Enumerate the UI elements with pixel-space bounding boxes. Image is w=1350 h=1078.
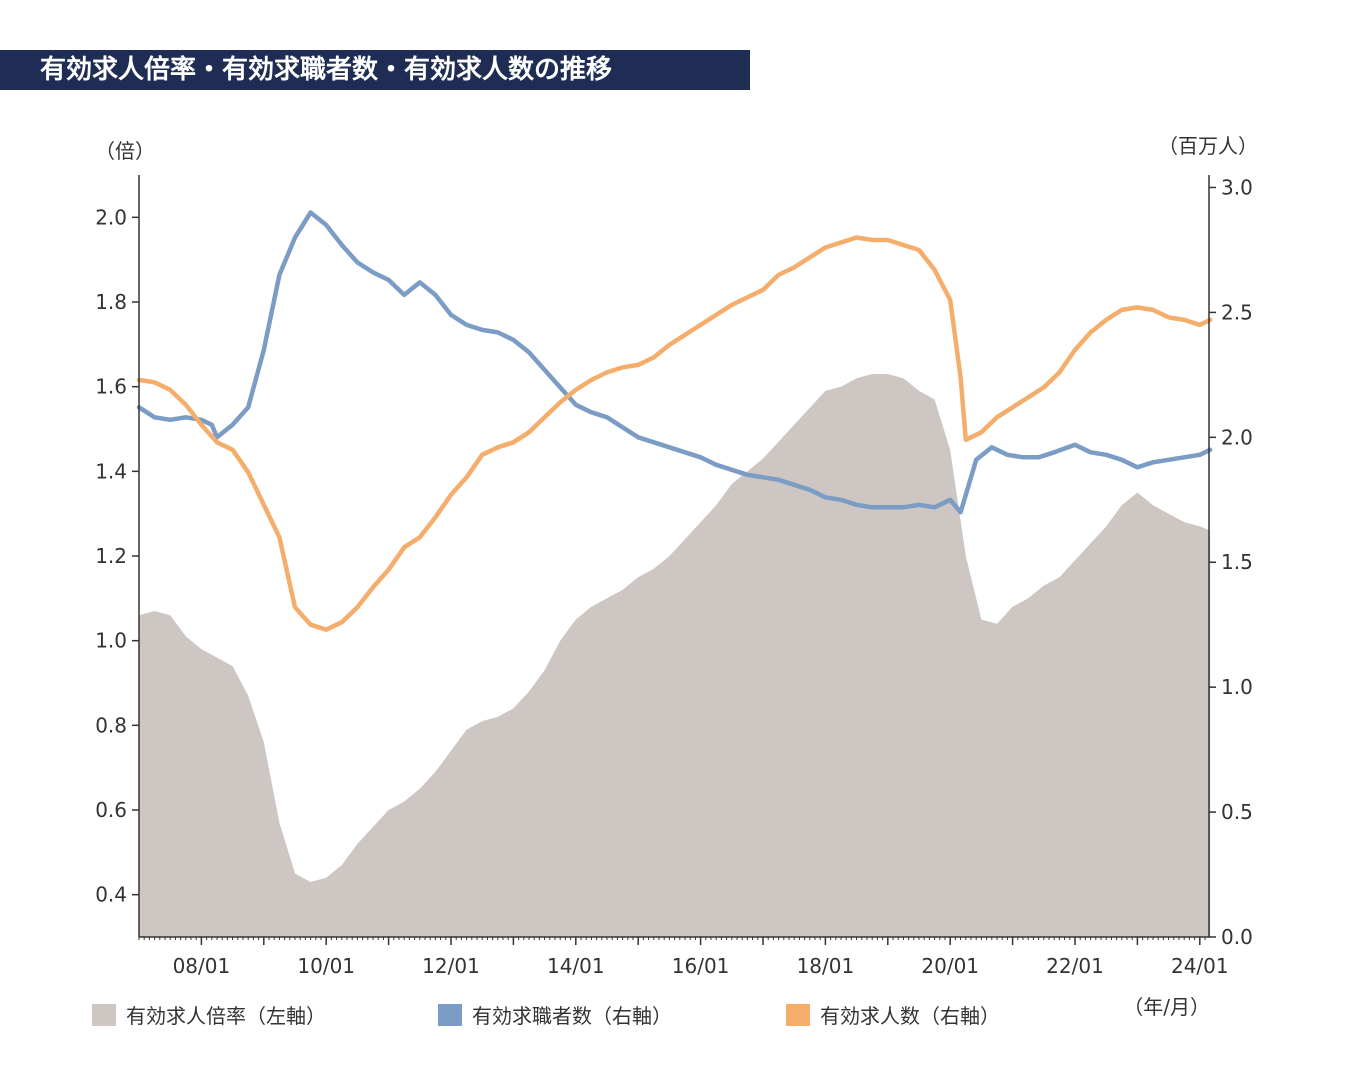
series-line-job-openings: [136, 235, 1213, 632]
right-tick-label: 0.5: [1221, 800, 1253, 824]
right-tick-label: 1.0: [1221, 675, 1253, 699]
labels-layer: 0.4 0.6 0.8 1.0 1.2 1.4 1.6 1.8 2.0 0.0 0.5 1.0 1.5 2…: [95, 134, 1258, 1019]
series-line-layer: [136, 210, 1213, 632]
left-axis-unit: （倍）: [95, 139, 155, 163]
ratio-area-layer: [139, 374, 1211, 937]
left-tick-label: 1.4: [95, 459, 127, 483]
legend-label: 有効求人倍率（左軸）: [126, 1004, 326, 1028]
x-tick-label: 18/01: [797, 954, 855, 978]
x-tick-label: 22/01: [1046, 954, 1104, 978]
left-tick-label: 1.6: [95, 375, 127, 399]
x-tick-label: 12/01: [422, 954, 480, 978]
left-tick-label: 1.2: [95, 544, 127, 568]
legend-swatch: [92, 1004, 116, 1026]
series-line-job-seekers: [136, 210, 1213, 515]
x-axis-unit: （年/月）: [1123, 995, 1210, 1019]
x-tick-label: 08/01: [173, 954, 231, 978]
right-tick-label: 2.5: [1221, 300, 1253, 324]
right-tick-label: 3.0: [1221, 175, 1253, 199]
left-tick-label: 0.8: [95, 713, 127, 737]
left-tick-label: 0.4: [95, 883, 127, 907]
left-tick-label: 1.0: [95, 629, 127, 653]
left-tick-label: 2.0: [95, 205, 127, 229]
right-tick-label: 2.0: [1221, 425, 1253, 449]
x-tick-label: 24/01: [1171, 954, 1229, 978]
legend: 有効求人倍率（左軸） 有効求職者数（右軸） 有効求人数（右軸）: [92, 1004, 1000, 1028]
series-area-ratio: [139, 374, 1211, 937]
right-tick-label: 0.0: [1221, 925, 1253, 949]
x-tick-label: 14/01: [547, 954, 605, 978]
legend-swatch: [438, 1004, 462, 1026]
x-tick-label: 10/01: [297, 954, 355, 978]
x-tick-label: 20/01: [921, 954, 979, 978]
axes-layer: [132, 175, 1216, 945]
title-bar: 有効求人倍率・有効求職者数・有効求人数の推移: [0, 50, 750, 90]
legend-label: 有効求職者数（右軸）: [472, 1004, 672, 1028]
legend-label: 有効求人数（右軸）: [820, 1004, 1000, 1028]
legend-swatch: [786, 1004, 810, 1026]
right-axis-unit: （百万人）: [1158, 134, 1258, 158]
left-tick-label: 0.6: [95, 798, 127, 822]
right-tick-label: 1.5: [1221, 550, 1253, 574]
left-tick-label: 1.8: [95, 290, 127, 314]
x-tick-label: 16/01: [672, 954, 730, 978]
chart-title: 有効求人倍率・有効求職者数・有効求人数の推移: [40, 55, 613, 85]
